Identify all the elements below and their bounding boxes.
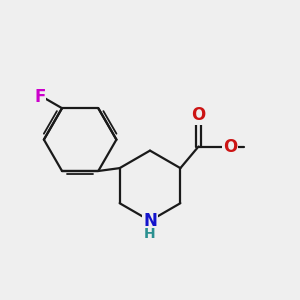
- Text: H: H: [144, 227, 156, 242]
- Text: O: O: [191, 106, 206, 124]
- Text: N: N: [143, 212, 157, 230]
- Text: O: O: [223, 137, 238, 155]
- Text: F: F: [34, 88, 46, 106]
